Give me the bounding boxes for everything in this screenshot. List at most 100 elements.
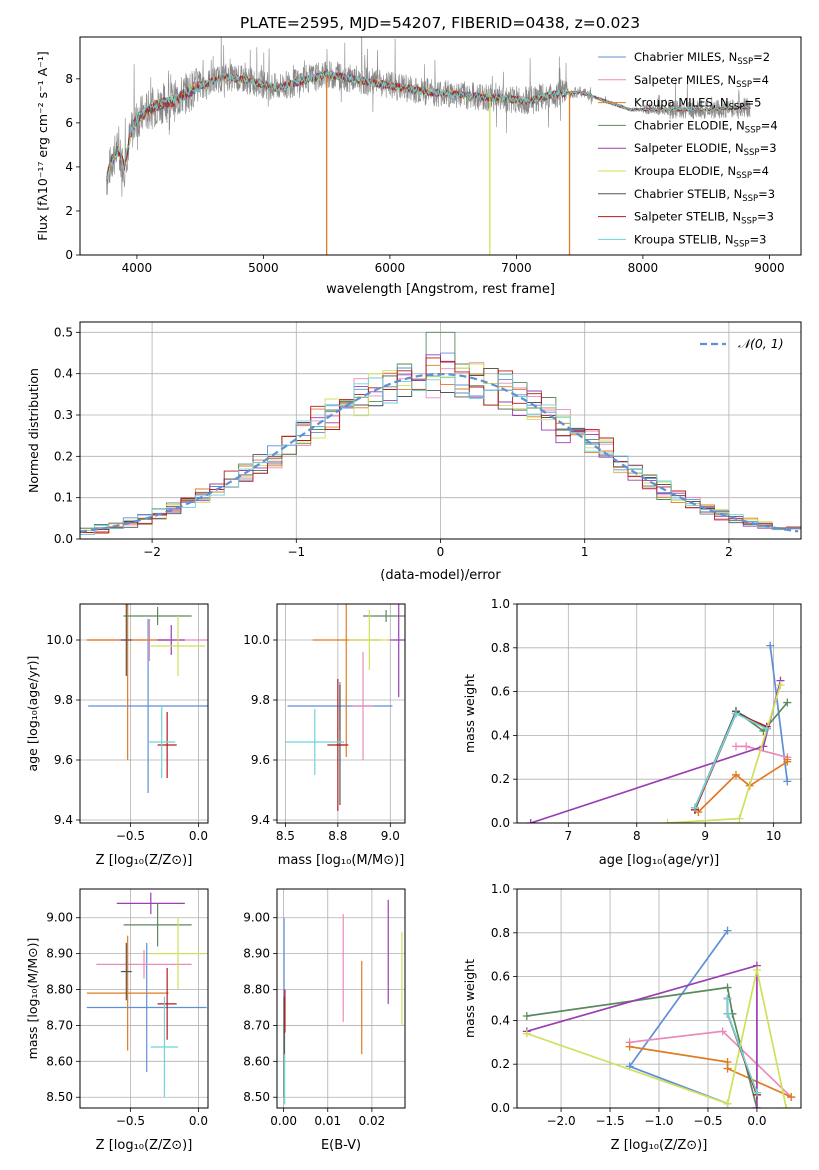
axes-frame bbox=[276, 603, 406, 824]
x-tick-label: −0.5 bbox=[116, 829, 145, 843]
y-tick-label: 8.80 bbox=[46, 983, 73, 997]
y-tick-label: 9.8 bbox=[54, 693, 73, 707]
legend-n: =3 bbox=[758, 187, 775, 201]
legend-sub: SSP bbox=[745, 125, 761, 135]
weight-marker-chabrier_miles bbox=[783, 777, 792, 786]
legend-n: =3 bbox=[760, 141, 777, 155]
weight-marker-kroupa_stelib bbox=[723, 994, 732, 1003]
axes-frame bbox=[79, 36, 802, 256]
y-tick-label: 8.50 bbox=[243, 1090, 270, 1104]
plot-mass_vs_Z bbox=[86, 892, 207, 1098]
x-axis-label: age [log₁₀(age/yr)] bbox=[599, 853, 720, 868]
legend-label: Salpeter ELODIE, NSSP=3 bbox=[634, 141, 777, 158]
legend-sub: SSP bbox=[741, 217, 757, 227]
y-tick-label: 0.4 bbox=[491, 728, 510, 742]
y-tick-label: 0.0 bbox=[54, 532, 73, 546]
x-tick-label: 9000 bbox=[754, 261, 785, 275]
errorbar-chabrier_stelib bbox=[120, 604, 132, 676]
x-tick-label: 2 bbox=[725, 545, 733, 559]
legend-n: =4 bbox=[752, 73, 769, 87]
legend-sub: SSP bbox=[734, 239, 750, 249]
errorbar-kroupa_elodie bbox=[150, 616, 206, 676]
y-tick-label: 9.4 bbox=[54, 813, 73, 827]
errorbar-salpeter_stelib bbox=[327, 679, 349, 811]
axes-mass_vs_Z bbox=[76, 889, 208, 1112]
x-tick-label: −0.5 bbox=[116, 1114, 145, 1128]
legend-sub: SSP bbox=[736, 80, 752, 90]
y-tick-label: 9.00 bbox=[243, 911, 270, 925]
weight-marker-kroupa_elodie bbox=[663, 819, 672, 823]
x-tick-label: −1.0 bbox=[644, 1114, 673, 1128]
weight-marker-kroupa_miles bbox=[723, 1064, 732, 1073]
plot-spectrum bbox=[106, 37, 751, 255]
errorbar-salpeter_elodie bbox=[388, 604, 405, 697]
errorbar-salpeter_elodie bbox=[116, 892, 185, 915]
plot-weight_vs_Z bbox=[522, 926, 796, 1108]
y-axis-label: mass weight bbox=[462, 674, 477, 753]
x-axis-label: Z [log₁₀(Z/Z⊙)] bbox=[96, 853, 193, 868]
x-tick-label: 0.02 bbox=[359, 1114, 386, 1128]
y-tick-label: 8.70 bbox=[46, 1018, 73, 1032]
plot-age_vs_Z bbox=[86, 604, 208, 793]
x-tick-label: 8.8 bbox=[328, 829, 347, 843]
x-tick-label: 8000 bbox=[628, 261, 659, 275]
axes-frame bbox=[516, 603, 802, 824]
y-tick-label: 8.90 bbox=[46, 947, 73, 961]
weight-line-kroupa_elodie bbox=[526, 969, 788, 1108]
y-tick-label: 9.8 bbox=[251, 693, 270, 707]
normal-curve bbox=[80, 373, 799, 533]
x-tick-label: 0 bbox=[437, 545, 445, 559]
axes-mass_vs_ebv bbox=[273, 889, 405, 1112]
axes-age_vs_Z bbox=[76, 604, 208, 827]
y-tick-label: 0.5 bbox=[54, 325, 73, 339]
y-tick-label: 0.3 bbox=[54, 408, 73, 422]
errorbar-kroupa_stelib bbox=[150, 996, 179, 1098]
y-axis-label: age [log₁₀(age/yr)] bbox=[25, 656, 40, 772]
y-tick-label: 0.4 bbox=[491, 1013, 510, 1027]
y-tick-label: 9.6 bbox=[54, 753, 73, 767]
x-axis-label: Z [log₁₀(Z/Z⊙)] bbox=[611, 1138, 708, 1153]
weight-marker-salpeter_miles bbox=[731, 742, 740, 751]
weight-marker-kroupa_elodie bbox=[735, 814, 744, 823]
x-axis-label: wavelength [Angstrom, rest frame] bbox=[326, 282, 555, 297]
figure-title: PLATE=2595, MJD=54207, FIBERID=0438, z=0… bbox=[240, 14, 640, 32]
legend-label: 𝒩(0, 1) bbox=[738, 336, 784, 351]
weight-marker-salpeter_elodie bbox=[752, 1104, 761, 1108]
weight-marker-salpeter_miles bbox=[742, 742, 751, 751]
y-tick-label: 0.1 bbox=[54, 491, 73, 505]
legend-sub: SSP bbox=[729, 103, 745, 113]
y-tick-label: 9.00 bbox=[46, 911, 73, 925]
legend-n: =3 bbox=[749, 232, 766, 246]
y-tick-label: 10.0 bbox=[46, 633, 73, 647]
x-tick-label: 0.00 bbox=[270, 1114, 297, 1128]
x-axis-label: E(B-V) bbox=[321, 1138, 361, 1153]
weight-marker-chabrier_elodie bbox=[522, 1012, 531, 1021]
plot-weight_vs_age bbox=[526, 641, 792, 823]
legend-sub: SSP bbox=[744, 148, 760, 158]
legend-n: =2 bbox=[753, 50, 770, 64]
errorbar-chabrier_elodie bbox=[123, 607, 192, 625]
y-axis-label: mass [log₁₀(M/M⊙)] bbox=[25, 938, 40, 1060]
errorbar-chabrier_stelib bbox=[120, 942, 132, 1001]
x-tick-label: 9 bbox=[701, 829, 709, 843]
axes-spectrum bbox=[76, 78, 770, 259]
x-tick-label: 0.0 bbox=[189, 1114, 208, 1128]
x-axis-label: (data-model)/error bbox=[380, 568, 501, 583]
errorbar-kroupa_stelib bbox=[285, 709, 345, 775]
weight-marker-kroupa_elodie bbox=[782, 1104, 791, 1108]
x-tick-label: 0.01 bbox=[314, 1114, 341, 1128]
y-tick-label: 1.0 bbox=[491, 597, 510, 611]
errorbar-chabrier_miles bbox=[86, 942, 207, 1073]
errorbar-kroupa_stelib bbox=[148, 706, 176, 778]
legend-sub: SSP bbox=[736, 171, 752, 181]
axes-frame bbox=[276, 888, 406, 1109]
weight-marker-kroupa_elodie bbox=[723, 1099, 732, 1108]
weight-marker-kroupa_elodie bbox=[752, 966, 761, 975]
y-axis-label: mass weight bbox=[462, 959, 477, 1038]
plot-age_vs_mass bbox=[285, 604, 405, 811]
y-tick-label: 0.6 bbox=[491, 685, 510, 699]
weight-marker-kroupa_stelib bbox=[752, 1088, 761, 1097]
weight-marker-kroupa_miles bbox=[787, 1093, 796, 1102]
weight-marker-kroupa_stelib bbox=[723, 1009, 732, 1018]
